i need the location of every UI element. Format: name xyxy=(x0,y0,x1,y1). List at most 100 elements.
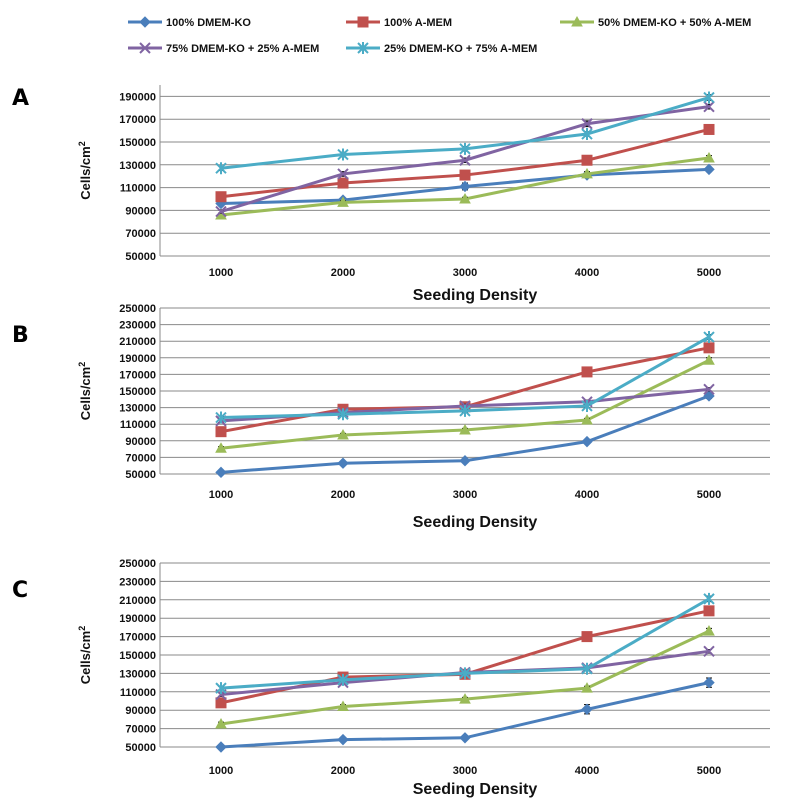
data-point xyxy=(337,408,349,421)
data-point xyxy=(337,733,349,746)
y-tick-label: 150000 xyxy=(119,137,156,149)
y-tick-label: 110000 xyxy=(120,687,156,699)
chart-panel-c: C 50000 70000 90000 110000 130000 150000 170000… xyxy=(12,558,770,798)
series-diamond xyxy=(215,676,715,753)
data-point xyxy=(215,162,227,175)
legend-marker xyxy=(139,42,151,54)
data-point xyxy=(459,142,471,155)
data-point xyxy=(215,466,227,479)
y-axis-title: Cells/cm2 xyxy=(77,141,93,200)
data-point xyxy=(215,697,227,709)
y-tick-label: 250000 xyxy=(119,303,156,315)
y-tick-label: 70000 xyxy=(125,724,156,736)
data-point xyxy=(337,177,349,189)
y-tick-label: 250000 xyxy=(119,558,156,570)
data-point xyxy=(337,457,349,469)
series-star xyxy=(215,592,715,695)
panel-letter: B xyxy=(12,323,29,348)
series-diamond xyxy=(215,390,715,479)
data-point xyxy=(703,331,715,344)
x-tick-label: 2000 xyxy=(331,765,355,777)
series-triangle xyxy=(215,354,715,453)
y-tick-label: 210000 xyxy=(119,595,156,607)
y-tick-label: 50000 xyxy=(125,251,156,263)
y-tick-label: 90000 xyxy=(125,436,156,448)
data-point xyxy=(459,732,471,744)
data-point xyxy=(581,128,593,141)
data-point xyxy=(581,631,593,643)
y-tick-label: 110000 xyxy=(120,419,156,431)
series-star xyxy=(215,91,715,175)
legend-item: 25% DMEM-KO + 75% A-MEM xyxy=(346,42,537,55)
data-point xyxy=(703,605,715,617)
x-tick-label: 1000 xyxy=(209,489,233,501)
y-tick-label: 90000 xyxy=(125,705,156,717)
y-tick-label: 50000 xyxy=(125,469,156,481)
y-tick-label: 70000 xyxy=(125,228,156,240)
data-point xyxy=(337,673,349,686)
y-tick-label: 130000 xyxy=(119,403,156,415)
data-point xyxy=(703,676,715,689)
legend-label: 100% DMEM-KO xyxy=(166,17,251,29)
data-point xyxy=(215,191,227,203)
data-point xyxy=(581,662,593,675)
data-point xyxy=(703,163,715,176)
y-tick-label: 230000 xyxy=(119,576,156,588)
chart-panel-b: B 50000 70000 90000 110000 130000 150000 170000… xyxy=(12,303,770,531)
x-tick-label: 4000 xyxy=(575,489,599,501)
data-point xyxy=(215,741,227,753)
chart-panels: A 50000 70000 90000 110000 130000 150000 170000… xyxy=(12,85,770,798)
data-point xyxy=(703,354,715,365)
legend-item: 100% DMEM-KO xyxy=(128,16,251,29)
y-tick-label: 50000 xyxy=(125,742,156,754)
data-point xyxy=(581,435,593,448)
data-point xyxy=(581,703,593,715)
legend-item: 100% A-MEM xyxy=(346,16,452,29)
data-point xyxy=(703,645,715,658)
y-tick-label: 90000 xyxy=(125,205,156,217)
data-point xyxy=(459,423,471,435)
data-point xyxy=(581,167,593,179)
legend-label: 50% DMEM-KO + 50% A-MEM xyxy=(598,17,751,29)
x-tick-label: 3000 xyxy=(453,267,477,279)
series-square xyxy=(215,605,715,709)
y-tick-label: 130000 xyxy=(119,668,156,680)
y-tick-label: 150000 xyxy=(119,650,156,662)
data-point xyxy=(459,455,471,467)
y-tick-label: 170000 xyxy=(119,369,156,381)
x-tick-label: 2000 xyxy=(331,489,355,501)
x-tick-label: 3000 xyxy=(453,765,477,777)
series-star xyxy=(215,331,715,424)
x-tick-label: 4000 xyxy=(575,267,599,279)
y-tick-label: 150000 xyxy=(119,386,156,398)
data-point xyxy=(459,667,471,680)
data-point xyxy=(703,151,715,163)
data-point xyxy=(459,404,471,417)
x-axis-title: Seeding Density xyxy=(413,781,538,798)
data-point xyxy=(215,411,227,424)
data-point xyxy=(581,414,593,425)
legend-marker xyxy=(139,16,151,28)
x-tick-label: 3000 xyxy=(453,489,477,501)
y-tick-label: 230000 xyxy=(119,320,156,332)
x-tick-label: 1000 xyxy=(209,765,233,777)
y-axis-title: Cells/cm2 xyxy=(77,362,93,421)
panel-letter: C xyxy=(12,578,28,603)
data-point xyxy=(703,100,715,113)
y-tick-label: 190000 xyxy=(119,613,156,625)
data-point xyxy=(703,342,715,354)
data-point xyxy=(459,169,471,181)
data-point xyxy=(337,428,349,440)
data-point xyxy=(459,180,471,193)
x-tick-label: 5000 xyxy=(697,765,721,777)
x-tick-label: 5000 xyxy=(697,267,721,279)
data-point xyxy=(215,442,227,453)
series-line xyxy=(220,609,710,705)
data-point xyxy=(703,592,715,605)
panel-letter: A xyxy=(12,86,29,111)
data-point xyxy=(703,91,715,104)
data-point xyxy=(581,154,593,166)
data-point xyxy=(581,399,593,412)
y-tick-label: 210000 xyxy=(119,336,156,348)
